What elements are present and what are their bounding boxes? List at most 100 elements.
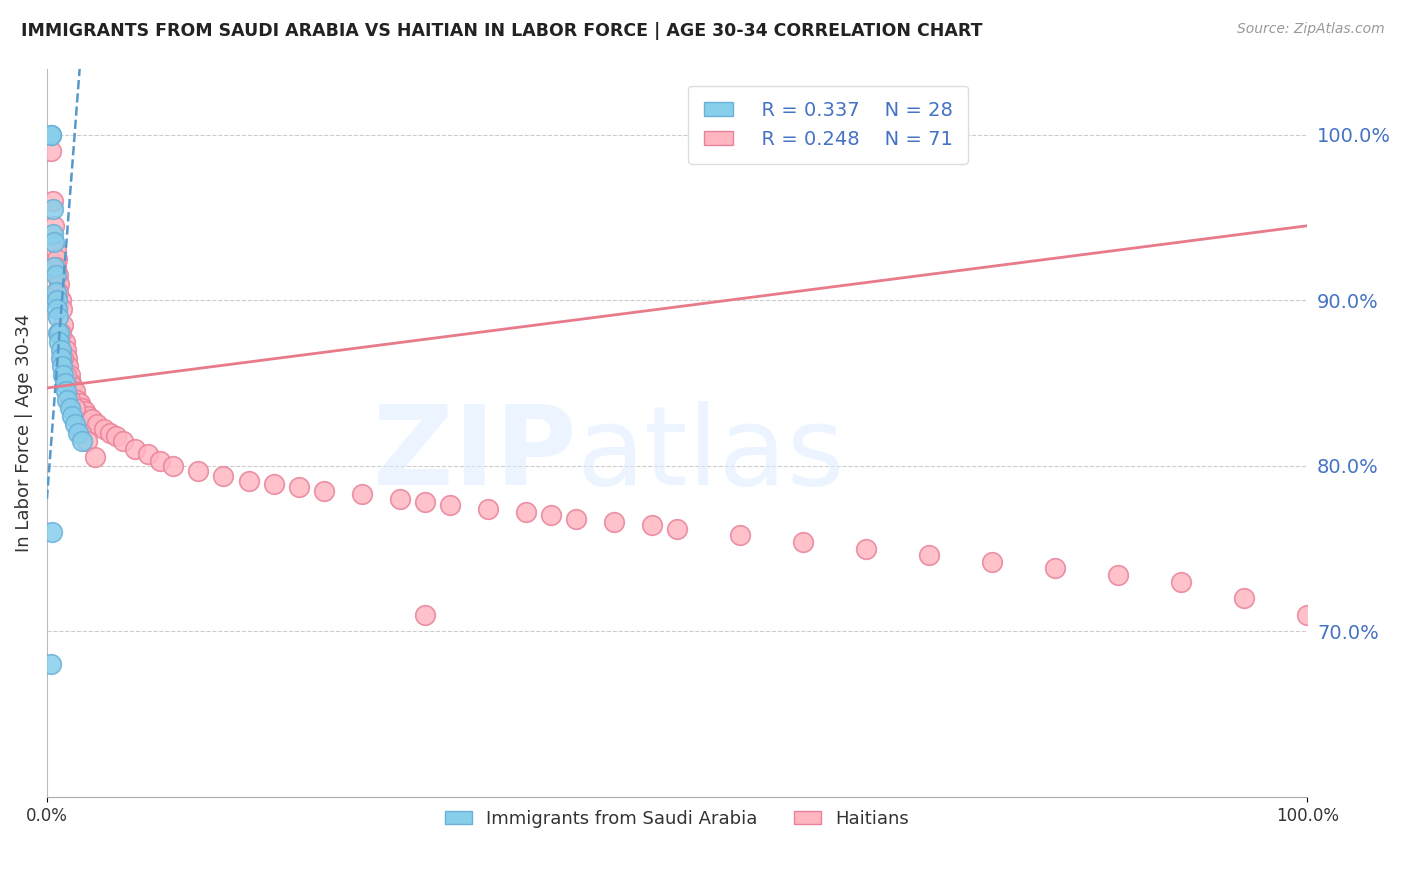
Point [70,434,93,448]
Point [439,499,461,513]
Point [60,379,83,393]
Text: Source: ZipAtlas.com: Source: ZipAtlas.com [1237,22,1385,37]
Point [44,260,66,274]
Point [46,301,69,316]
Point [49,343,72,357]
Point [98,425,121,440]
Point [70,401,93,415]
Point [63,384,86,399]
Text: IMMIGRANTS FROM SAUDI ARABIA VS HAITIAN IN LABOR FORCE | AGE 30-34 CORRELATION C: IMMIGRANTS FROM SAUDI ARABIA VS HAITIAN … [21,22,983,40]
Point [46,285,69,299]
Point [67,425,90,440]
Point [49,326,72,341]
Point [540,508,562,523]
Point [58,368,80,382]
Point [63,417,86,432]
Point [388,491,411,506]
Point [1043,561,1066,575]
Point [49,351,72,366]
Point [1107,568,1129,582]
Point [86,417,108,432]
Point [149,454,172,468]
Point [288,480,311,494]
Point [55,384,77,399]
Point [314,483,336,498]
Point [477,501,499,516]
Point [48,334,70,349]
Point [55,343,77,357]
Point [1296,607,1319,622]
Point [39,145,62,159]
Point [53,376,76,390]
Point [83,450,105,465]
Point [39,128,62,142]
Point [52,351,75,366]
Point [46,293,69,308]
Point [82,412,104,426]
Point [792,535,814,549]
Point [263,477,285,491]
Point [55,368,77,382]
Text: atlas: atlas [576,401,845,508]
Point [515,505,537,519]
Point [1233,591,1256,606]
Point [728,528,751,542]
Point [49,293,72,308]
Point [603,515,626,529]
Point [66,392,89,407]
Point [350,487,373,501]
Point [46,310,69,324]
Point [162,458,184,473]
Point [52,318,75,332]
Point [52,368,75,382]
Point [93,422,115,436]
Point [39,128,62,142]
Point [124,442,146,457]
Point [70,425,93,440]
Point [45,244,67,258]
Point [666,522,689,536]
Point [53,334,76,349]
Point [69,396,91,410]
Point [39,657,62,672]
Point [45,268,67,283]
Y-axis label: In Labor Force | Age 30-34: In Labor Force | Age 30-34 [15,313,32,552]
Legend: Immigrants from Saudi Arabia, Haitians: Immigrants from Saudi Arabia, Haitians [437,803,917,835]
Point [187,464,209,478]
Point [105,429,128,443]
Point [413,607,436,622]
Point [136,447,159,461]
Point [45,260,67,274]
Point [42,194,65,208]
Point [59,376,82,390]
Point [111,434,134,448]
Point [45,285,67,299]
Point [56,392,79,407]
Point [76,434,98,448]
Point [58,392,80,407]
Point [60,409,83,423]
Point [41,524,63,539]
Point [565,512,588,526]
Point [48,277,70,291]
Point [42,227,65,241]
Point [46,326,69,341]
Point [73,404,96,418]
Point [212,468,235,483]
Point [48,326,70,341]
Point [1170,574,1192,589]
Point [46,268,69,283]
Point [46,252,69,266]
Point [981,555,1004,569]
Point [42,202,65,217]
Point [855,541,877,556]
Point [58,359,80,374]
Point [51,359,73,374]
Point [413,495,436,509]
Text: ZIP: ZIP [373,401,576,508]
Point [77,409,100,423]
Point [918,548,941,562]
Point [58,401,80,415]
Point [51,301,73,316]
Point [44,235,66,250]
